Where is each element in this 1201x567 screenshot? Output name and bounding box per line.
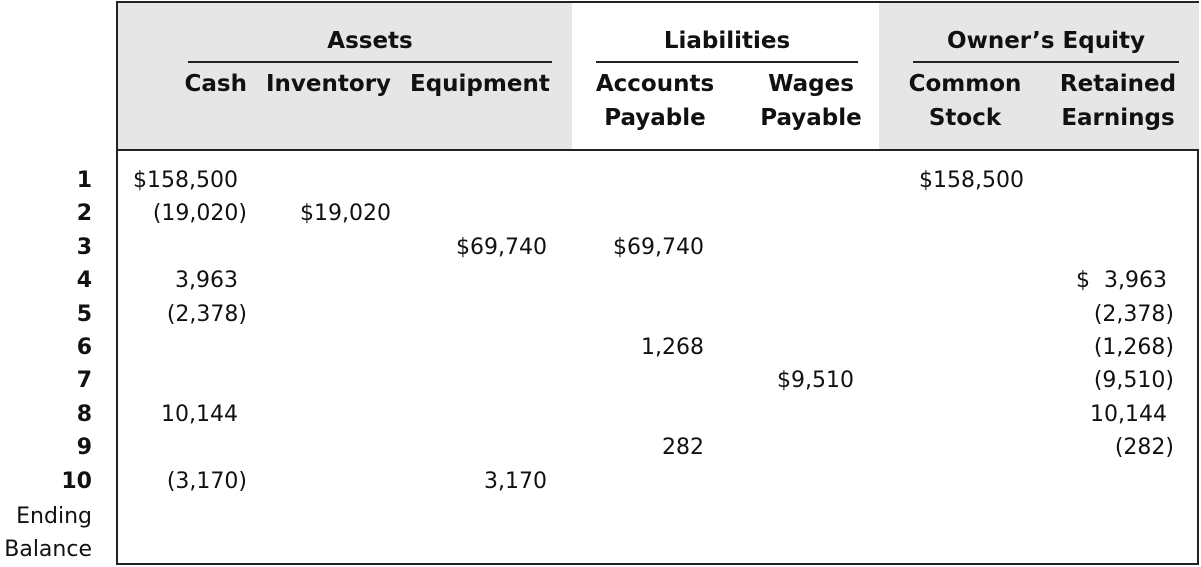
row-number: 8 bbox=[76, 402, 92, 427]
header-divider bbox=[118, 149, 1197, 151]
cell-wages-payable: $9,510 bbox=[777, 368, 854, 393]
col-head-accounts-line2: Payable bbox=[604, 105, 706, 131]
col-head-wages-payable: Wages Payable bbox=[752, 67, 870, 135]
col-head-equipment: Equipment bbox=[410, 71, 550, 97]
liabilities-header-band bbox=[572, 3, 879, 149]
cell-cash: (19,020) bbox=[152, 201, 247, 226]
cell-cash: (2,378) bbox=[166, 302, 247, 327]
cell-retained-earnings: (1,268) bbox=[1093, 335, 1174, 360]
ending-balance-line1: Ending bbox=[16, 504, 92, 529]
col-head-wages-line2: Payable bbox=[760, 105, 862, 131]
col-head-wages-line1: Wages bbox=[768, 71, 854, 97]
ending-balance-label: Ending Balance bbox=[0, 500, 92, 566]
row-number: 2 bbox=[76, 201, 92, 226]
col-head-cash: Cash bbox=[184, 71, 247, 97]
row-number: 4 bbox=[76, 268, 92, 293]
group-title-equity: Owner’s Equity bbox=[947, 28, 1145, 54]
cell-cash: $158,500 bbox=[133, 168, 238, 193]
row-number: 3 bbox=[76, 235, 92, 260]
cell-accounts-payable: 1,268 bbox=[641, 335, 704, 360]
row-number: 1 bbox=[76, 168, 92, 193]
col-head-retained-earnings: Retained Earnings bbox=[1048, 67, 1188, 135]
row-number: 5 bbox=[76, 302, 92, 327]
ending-balance-line2: Balance bbox=[4, 537, 92, 562]
col-head-inventory: Inventory bbox=[266, 71, 392, 97]
col-head-accounts-line1: Accounts bbox=[595, 71, 715, 97]
equity-header-band bbox=[879, 3, 1199, 149]
cell-accounts-payable: $69,740 bbox=[613, 235, 704, 260]
col-head-common-stock: Common Stock bbox=[904, 67, 1026, 135]
cell-equipment: 3,170 bbox=[484, 469, 547, 494]
cell-retained-earnings: (282) bbox=[1114, 435, 1174, 460]
cell-accounts-payable: 282 bbox=[662, 435, 704, 460]
assets-header-band bbox=[118, 3, 572, 149]
row-number: 10 bbox=[61, 469, 92, 494]
liabilities-underline bbox=[596, 61, 858, 63]
assets-underline bbox=[188, 61, 552, 63]
cell-inventory: $19,020 bbox=[300, 201, 391, 226]
accounting-equation-table: Assets Liabilities Owner’s Equity Cash I… bbox=[116, 1, 1199, 565]
group-title-liabilities: Liabilities bbox=[663, 28, 791, 54]
col-head-common-line1: Common bbox=[908, 71, 1022, 97]
row-number: 9 bbox=[76, 435, 92, 460]
cell-equipment: $69,740 bbox=[456, 235, 547, 260]
cell-cash: (3,170) bbox=[166, 469, 247, 494]
group-title-assets: Assets bbox=[327, 28, 413, 54]
cell-retained-earnings: (9,510) bbox=[1093, 368, 1174, 393]
cell-retained-earnings: (2,378) bbox=[1093, 302, 1174, 327]
cell-retained-earnings: 10,144 bbox=[1090, 402, 1167, 427]
equity-underline bbox=[913, 61, 1179, 63]
row-number: 6 bbox=[76, 335, 92, 360]
cell-common-stock: $158,500 bbox=[919, 168, 1024, 193]
col-head-common-line2: Stock bbox=[928, 105, 1002, 131]
col-head-accounts-payable: Accounts Payable bbox=[588, 67, 722, 135]
cell-cash: 3,963 bbox=[175, 268, 238, 293]
col-head-retained-line2: Earnings bbox=[1061, 105, 1175, 131]
cell-retained-earnings: $ 3,963 bbox=[1076, 268, 1167, 293]
row-number: 7 bbox=[76, 368, 92, 393]
cell-cash: 10,144 bbox=[161, 402, 238, 427]
col-head-retained-line1: Retained bbox=[1059, 71, 1177, 97]
